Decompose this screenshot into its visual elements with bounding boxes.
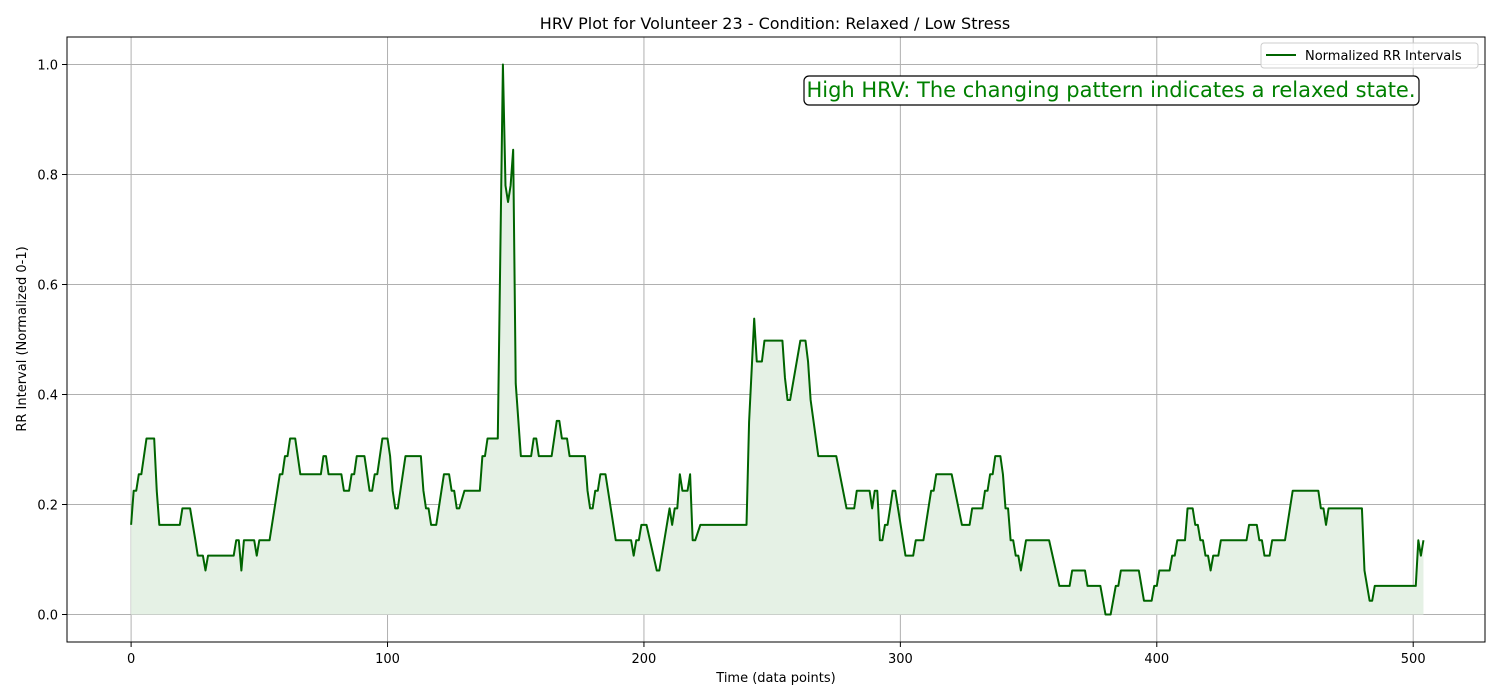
x-tick-label: 400 — [1144, 652, 1169, 667]
legend-box — [1260, 42, 1479, 69]
legend-entry-normalized-rr-intervals: Normalized RR Intervals — [1305, 49, 1462, 64]
y-tick-label: 0.0 — [37, 609, 58, 624]
x-axis-ticks: 0 100 200 300 400 500 — [127, 642, 1426, 667]
y-tick-label: 0.4 — [37, 389, 58, 404]
chart-title: HRV Plot for Volunteer 23 - Condition: R… — [540, 14, 1010, 33]
x-tick-label: 500 — [1401, 652, 1426, 667]
annotation-text: High HRV: The changing pattern indicates… — [806, 78, 1415, 102]
x-tick-label: 100 — [375, 652, 400, 667]
legend: Normalized RR Intervals — [1260, 42, 1479, 69]
annotation: High HRV: The changing pattern indicates… — [803, 75, 1420, 106]
y-tick-label: 0.8 — [37, 169, 58, 184]
y-axis-label: RR Interval (Normalized 0-1) — [15, 246, 30, 431]
y-tick-label: 1.0 — [37, 59, 58, 74]
series-line-normalized-rr-intervals — [130, 63, 1425, 616]
x-axis-label: Time (data points) — [715, 671, 835, 686]
y-tick-label: 0.2 — [37, 499, 58, 514]
x-tick-label: 0 — [127, 652, 135, 667]
x-tick-label: 200 — [632, 652, 657, 667]
x-tick-label: 300 — [888, 652, 913, 667]
series-fill-area — [131, 64, 1424, 615]
y-axis-ticks: 0.0 0.2 0.4 0.6 0.8 1.0 — [37, 59, 67, 624]
plot-frame — [66, 36, 1486, 643]
y-tick-label: 0.6 — [37, 279, 58, 294]
annotation-box — [803, 75, 1420, 106]
